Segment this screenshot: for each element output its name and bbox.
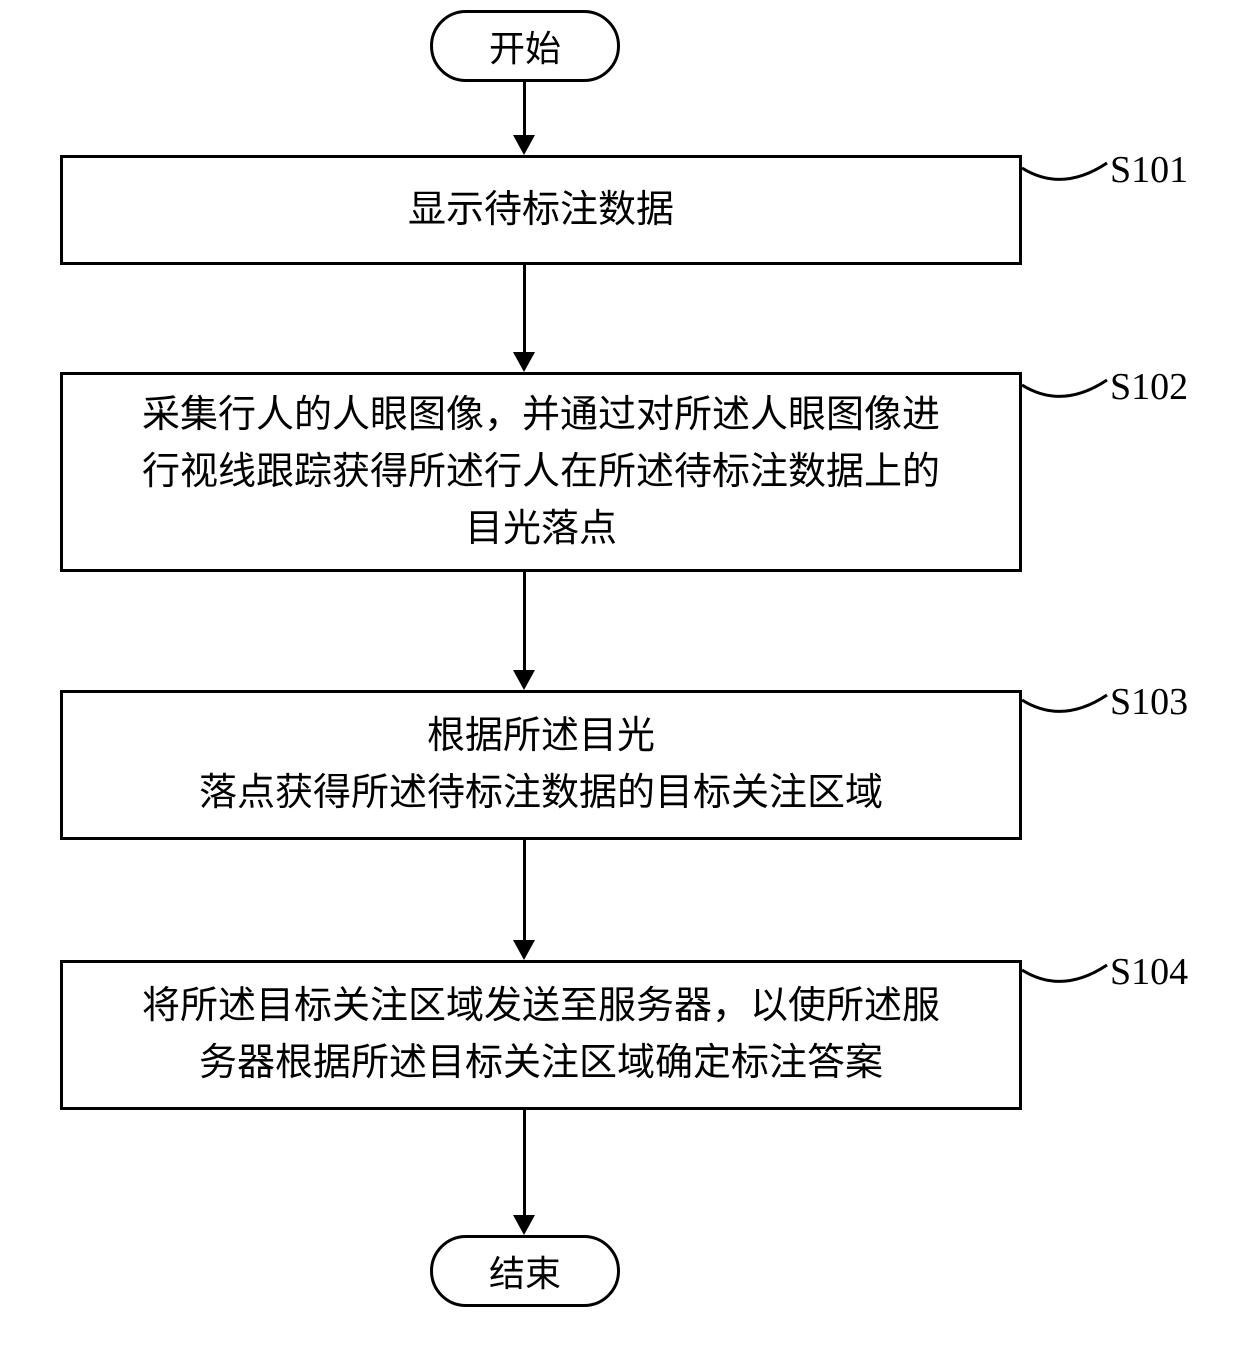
start-node: 开始: [430, 10, 620, 82]
curve-s103: [1022, 680, 1112, 725]
arrow-s102-s103: [523, 572, 526, 672]
arrow-s104-end: [523, 1110, 526, 1217]
arrow-s103-s104: [523, 840, 526, 942]
label-s102: S102: [1110, 365, 1188, 409]
arrow-start-s101: [523, 82, 526, 137]
arrowhead-s103-s104: [513, 940, 535, 960]
label-s101: S101: [1110, 148, 1188, 192]
start-text: 开始: [489, 20, 561, 72]
end-text: 结束: [489, 1245, 561, 1297]
arrowhead-s102-s103: [513, 670, 535, 690]
end-node: 结束: [430, 1235, 620, 1307]
process-s101: 显示待标注数据: [60, 155, 1022, 265]
curve-s102: [1022, 365, 1112, 410]
process-s104: 将所述目标关注区域发送至服务器，以使所述服 务器根据所述目标关注区域确定标注答案: [60, 960, 1022, 1110]
label-s104: S104: [1110, 950, 1188, 994]
process-s102: 采集行人的人眼图像，并通过对所述人眼图像进 行视线跟踪获得所述行人在所述待标注数…: [60, 372, 1022, 572]
s103-text: 根据所述目光 落点获得所述待标注数据的目标关注区域: [199, 708, 883, 822]
process-s103: 根据所述目光 落点获得所述待标注数据的目标关注区域: [60, 690, 1022, 840]
curve-s101: [1022, 148, 1112, 193]
curve-s104: [1022, 950, 1112, 995]
arrowhead-s104-end: [513, 1215, 535, 1235]
arrowhead-start-s101: [513, 135, 535, 155]
s102-text: 采集行人的人眼图像，并通过对所述人眼图像进 行视线跟踪获得所述行人在所述待标注数…: [142, 387, 940, 558]
label-s103: S103: [1110, 680, 1188, 724]
arrowhead-s101-s102: [513, 352, 535, 372]
s104-text: 将所述目标关注区域发送至服务器，以使所述服 务器根据所述目标关注区域确定标注答案: [142, 978, 940, 1092]
arrow-s101-s102: [523, 265, 526, 354]
flowchart-container: 开始 显示待标注数据 S101 采集行人的人眼图像，并通过对所述人眼图像进 行视…: [0, 0, 1240, 1351]
s101-text: 显示待标注数据: [408, 182, 674, 239]
